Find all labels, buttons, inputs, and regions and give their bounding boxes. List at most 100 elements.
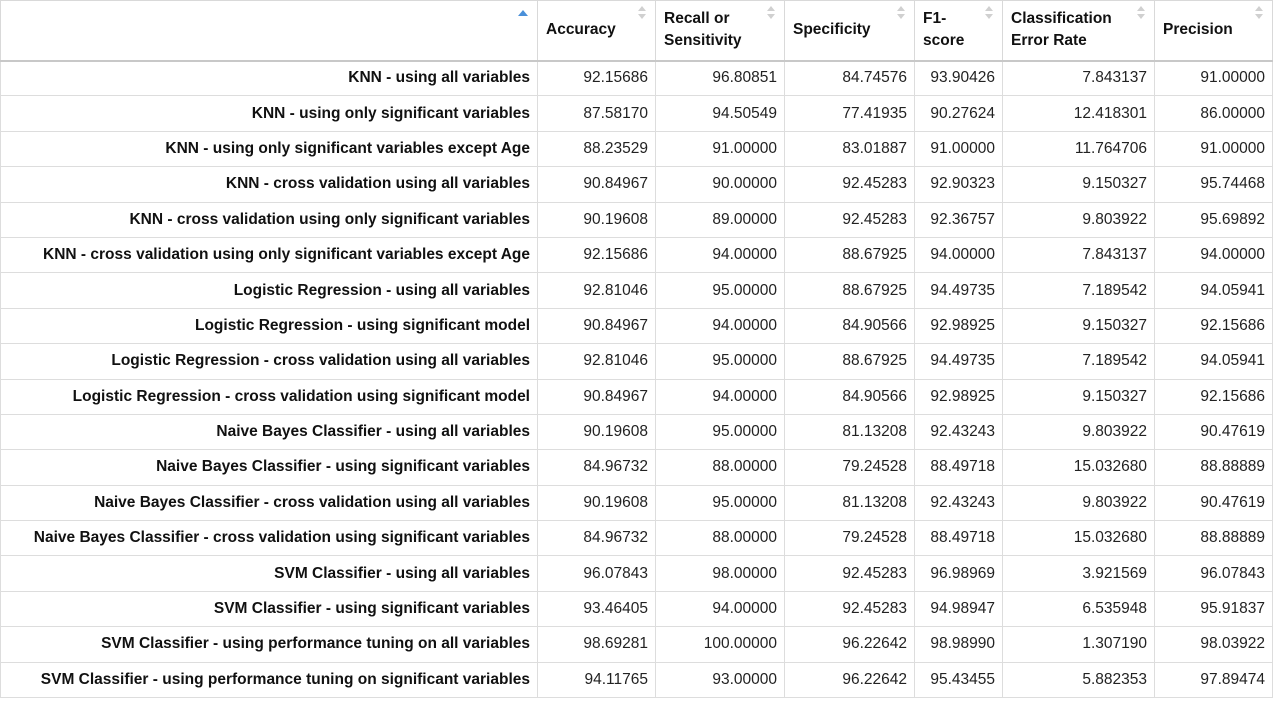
f1-score-cell: 94.49735 (914, 343, 1003, 380)
recall-cell: 90.00000 (655, 166, 785, 203)
table-row: Naive Bayes Classifier - cross validatio… (0, 484, 1273, 522)
accuracy-cell: 90.19608 (537, 413, 656, 451)
specificity-cell: 84.90566 (784, 378, 915, 415)
column-header-recall[interactable]: Recall or Sensitivity (655, 0, 785, 62)
accuracy-cell: 90.84967 (537, 166, 656, 203)
specificity-cell: 92.45283 (784, 590, 915, 628)
f1-score-cell: 95.43455 (914, 661, 1003, 699)
recall-cell: 94.00000 (655, 307, 785, 345)
error-rate-cell: 9.803922 (1002, 201, 1155, 238)
accuracy-cell: 96.07843 (537, 555, 656, 592)
accuracy-cell: 90.19608 (537, 201, 656, 238)
column-header-label: Specificity (793, 21, 871, 39)
row-name-cell: SVM Classifier - using significant varia… (0, 590, 538, 628)
specificity-cell: 92.45283 (784, 555, 915, 592)
error-rate-cell: 9.803922 (1002, 413, 1155, 451)
row-name-cell: Logistic Regression - cross validation u… (0, 343, 538, 380)
accuracy-cell: 92.81046 (537, 343, 656, 380)
accuracy-cell: 92.81046 (537, 272, 656, 309)
row-name-cell: Logistic Regression - using significant … (0, 307, 538, 345)
specificity-cell: 92.45283 (784, 166, 915, 203)
error-rate-cell: 3.921569 (1002, 555, 1155, 592)
row-name-cell: Naive Bayes Classifier - cross validatio… (0, 484, 538, 522)
f1-score-cell: 94.49735 (914, 272, 1003, 309)
f1-score-cell: 92.90323 (914, 166, 1003, 203)
accuracy-cell: 84.96732 (537, 449, 656, 486)
precision-cell: 94.05941 (1154, 343, 1273, 380)
sort-ascending-icon (518, 10, 528, 16)
table-row: Logistic Regression - using all variable… (0, 272, 1273, 309)
column-header-rownames[interactable] (0, 0, 538, 62)
f1-score-cell: 94.00000 (914, 236, 1003, 274)
precision-cell: 96.07843 (1154, 555, 1273, 592)
accuracy-cell: 92.15686 (537, 236, 656, 274)
recall-cell: 94.00000 (655, 378, 785, 415)
specificity-cell: 96.22642 (784, 626, 915, 663)
table-row: SVM Classifier - using significant varia… (0, 590, 1273, 628)
table-row: Naive Bayes Classifier - using all varia… (0, 413, 1273, 451)
accuracy-cell: 90.84967 (537, 307, 656, 345)
sort-icon (638, 6, 646, 20)
table-row: Naive Bayes Classifier - using significa… (0, 449, 1273, 486)
recall-cell: 88.00000 (655, 449, 785, 486)
header-row: Accuracy Recall or Sensitivity Specifici… (0, 0, 1273, 62)
error-rate-cell: 9.803922 (1002, 484, 1155, 522)
recall-cell: 96.80851 (655, 59, 785, 97)
table-row: KNN - cross validation using all variabl… (0, 166, 1273, 203)
error-rate-cell: 9.150327 (1002, 378, 1155, 415)
specificity-cell: 92.45283 (784, 201, 915, 238)
column-header-f1-score[interactable]: F1-score (914, 0, 1003, 62)
precision-cell: 91.00000 (1154, 130, 1273, 168)
row-name-cell: SVM Classifier - using performance tunin… (0, 661, 538, 699)
specificity-cell: 88.67925 (784, 343, 915, 380)
table-row: Logistic Regression - cross validation u… (0, 343, 1273, 380)
recall-cell: 100.00000 (655, 626, 785, 663)
recall-cell: 95.00000 (655, 484, 785, 522)
column-header-specificity[interactable]: Specificity (784, 0, 915, 62)
f1-score-cell: 92.43243 (914, 484, 1003, 522)
f1-score-cell: 88.49718 (914, 449, 1003, 486)
f1-score-cell: 96.98969 (914, 555, 1003, 592)
precision-cell: 97.89474 (1154, 661, 1273, 699)
recall-cell: 95.00000 (655, 413, 785, 451)
accuracy-cell: 93.46405 (537, 590, 656, 628)
recall-cell: 95.00000 (655, 272, 785, 309)
column-header-error-rate[interactable]: Classification Error Rate (1002, 0, 1155, 62)
specificity-cell: 81.13208 (784, 484, 915, 522)
specificity-cell: 84.90566 (784, 307, 915, 345)
specificity-cell: 79.24528 (784, 449, 915, 486)
table-row: KNN - using only significant variables 87… (0, 95, 1273, 132)
row-name-cell: Naive Bayes Classifier - using all varia… (0, 413, 538, 451)
row-name-cell: KNN - cross validation using only signif… (0, 201, 538, 238)
table-row: Logistic Regression - using significant … (0, 307, 1273, 345)
accuracy-cell: 90.19608 (537, 484, 656, 522)
recall-cell: 88.00000 (655, 520, 785, 557)
specificity-cell: 81.13208 (784, 413, 915, 451)
row-name-cell: Logistic Regression - cross validation u… (0, 378, 538, 415)
table-row: SVM Classifier - using all variables 96.0… (0, 555, 1273, 592)
recall-cell: 94.00000 (655, 590, 785, 628)
row-name-cell: Naive Bayes Classifier - using significa… (0, 449, 538, 486)
table-row: KNN - using only significant variables e… (0, 130, 1273, 168)
table-body: KNN - using all variables 92.15686 96.8085… (0, 59, 1273, 699)
table-row: SVM Classifier - using performance tunin… (0, 626, 1273, 663)
error-rate-cell: 15.032680 (1002, 449, 1155, 486)
recall-cell: 93.00000 (655, 661, 785, 699)
accuracy-cell: 94.11765 (537, 661, 656, 699)
f1-score-cell: 92.98925 (914, 378, 1003, 415)
accuracy-cell: 87.58170 (537, 95, 656, 132)
row-name-cell: KNN - cross validation using only signif… (0, 236, 538, 274)
column-header-accuracy[interactable]: Accuracy (537, 0, 656, 62)
f1-score-cell: 90.27624 (914, 95, 1003, 132)
specificity-cell: 77.41935 (784, 95, 915, 132)
error-rate-cell: 11.764706 (1002, 130, 1155, 168)
table-row: KNN - cross validation using only signif… (0, 201, 1273, 238)
f1-score-cell: 88.49718 (914, 520, 1003, 557)
row-name-cell: SVM Classifier - using performance tunin… (0, 626, 538, 663)
accuracy-cell: 98.69281 (537, 626, 656, 663)
column-header-label: Classification Error Rate (1011, 10, 1112, 50)
error-rate-cell: 7.843137 (1002, 236, 1155, 274)
column-header-precision[interactable]: Precision (1154, 0, 1273, 62)
table-row: KNN - cross validation using only signif… (0, 236, 1273, 274)
precision-cell: 95.69892 (1154, 201, 1273, 238)
